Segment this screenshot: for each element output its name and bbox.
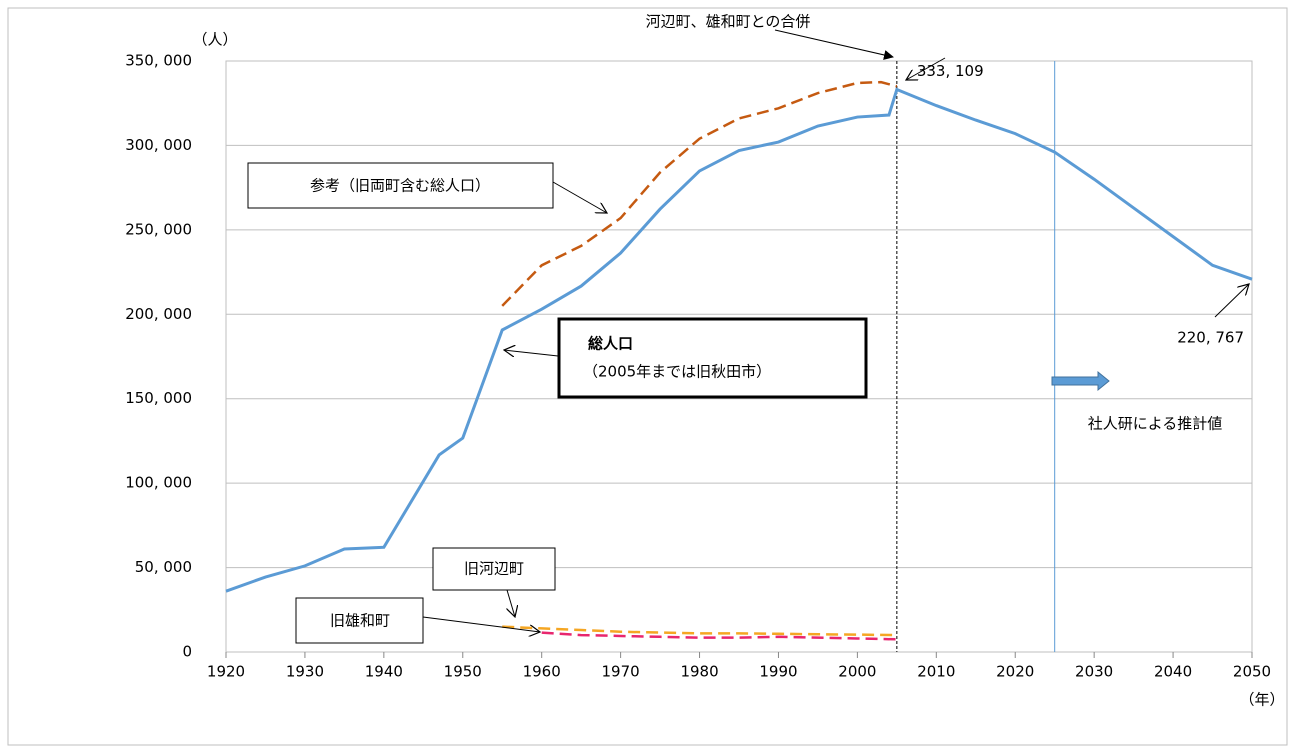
total-box: [557, 317, 868, 399]
y-tick-label: 0: [182, 643, 192, 661]
y-tick-label: 150, 000: [125, 389, 192, 407]
series-line: [541, 631, 897, 641]
lines: [225, 61, 1253, 652]
arrow: [507, 589, 515, 617]
total-label: 総人口: [588, 335, 633, 353]
reference-label: 参考（旧両町含む総人口）: [310, 177, 490, 195]
kawabe-box: [432, 547, 556, 591]
data-label: 220, 767: [1177, 329, 1244, 347]
projection-arrow: [1051, 370, 1110, 392]
y-tick-label: 350, 000: [125, 52, 192, 70]
arrow: [906, 57, 946, 80]
x-tick-label: 1970: [602, 663, 640, 681]
y-tick-label: 200, 000: [125, 305, 192, 323]
x-tick-label: 2000: [838, 663, 876, 681]
arrow: [552, 181, 607, 213]
arrow: [774, 29, 894, 60]
arrow: [422, 616, 540, 632]
x-tick-label: 1990: [759, 663, 797, 681]
series-line: [225, 87, 1253, 593]
y-unit: （人）: [192, 31, 237, 49]
y-tick-label: 50, 000: [135, 558, 192, 576]
x-tick-label: 1980: [680, 663, 718, 681]
merger-note: 河辺町、雄和町との合併: [646, 13, 811, 31]
x-tick-label: 2030: [1075, 663, 1113, 681]
x-tick-label: 2040: [1154, 663, 1192, 681]
x-tick-label: 2020: [996, 663, 1034, 681]
x-tick-label: 1930: [286, 663, 324, 681]
yuwa-label: 旧雄和町: [330, 612, 390, 630]
x-tick-label: 1960: [523, 663, 561, 681]
grid: [225, 60, 1253, 658]
yuwa-box: [295, 597, 424, 644]
series-line: [502, 625, 897, 637]
x-tick-label: 2050: [1233, 663, 1271, 681]
x-tick-label: 1920: [207, 663, 245, 681]
x-tick-label: 1940: [365, 663, 403, 681]
y-tick-label: 100, 000: [125, 474, 192, 492]
kawabe-label: 旧河辺町: [464, 560, 524, 578]
arrow: [1214, 284, 1249, 318]
y-tick-label: 300, 000: [125, 136, 192, 154]
data-label: 333, 109: [917, 62, 984, 80]
arrow: [504, 350, 559, 356]
projection-note: 社人研による推計値: [1088, 415, 1223, 433]
series-line: [501, 80, 898, 307]
total-note: （2005年までは旧秋田市）: [583, 363, 771, 381]
y-tick-label: 250, 000: [125, 220, 192, 238]
labels: 0 50, 000 100, 000 150, 000 200, 000 250, 000…: [125, 52, 1271, 681]
reference-box: [247, 162, 554, 209]
x-tick-label: 2010: [917, 663, 955, 681]
x-unit: （年）: [1239, 691, 1284, 709]
x-tick-label: 1950: [444, 663, 482, 681]
frame: [7, 7, 1288, 746]
